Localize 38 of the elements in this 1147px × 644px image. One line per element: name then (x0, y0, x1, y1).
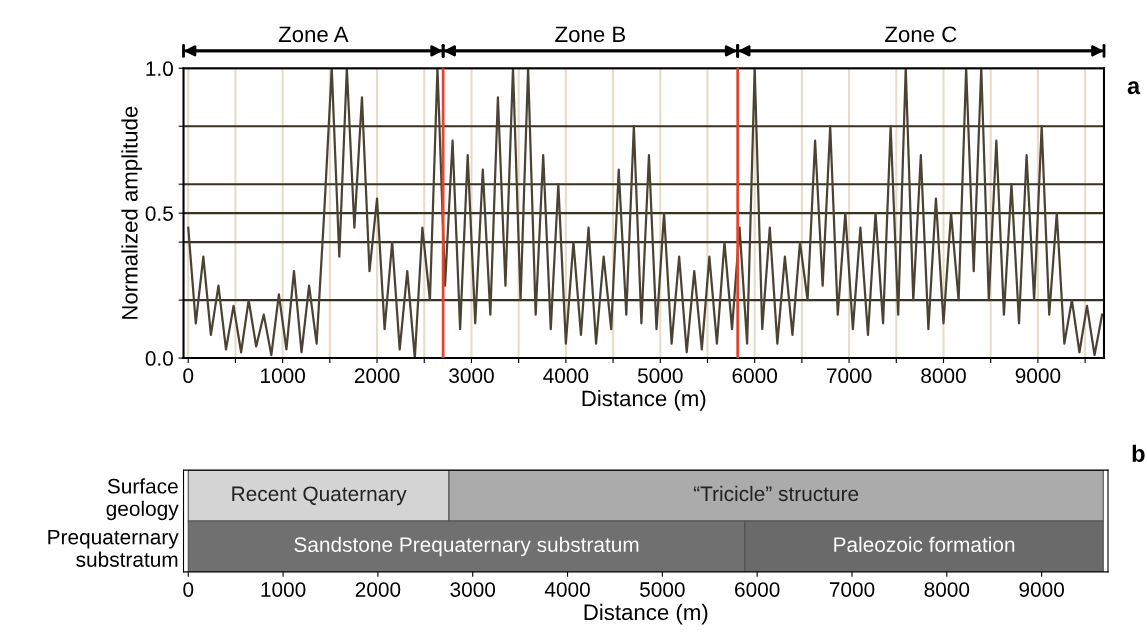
x-tick-label: 0 (183, 582, 194, 597)
series-label: Recent Quaternary (232, 486, 407, 506)
x-tick-label: 5000 (640, 582, 685, 597)
x-tick-label: 6000 (732, 368, 778, 384)
line-series (187, 68, 1104, 359)
x-tick-label: 1000 (261, 582, 306, 597)
y-tick-label: 0.0 (145, 351, 173, 366)
x-tick-label: 8000 (921, 368, 966, 384)
y-tick-label: 0.5 (145, 206, 173, 221)
x-tick-label: 9000 (1019, 582, 1064, 597)
y-tick-label: 1.0 (146, 61, 173, 77)
x-tick-label: 7000 (826, 368, 872, 384)
x-tick-label: 3000 (450, 582, 496, 597)
x-axis-title: Distance (m) (582, 389, 706, 411)
x-tick-label: 9000 (1015, 368, 1061, 384)
y-axis-title: Normalized amplitude (121, 106, 143, 319)
x-tick-label: 4000 (544, 582, 590, 597)
series-label: “Tricicle” structure (693, 485, 859, 502)
text: a (1127, 81, 1141, 95)
text: Zone A (278, 26, 349, 43)
x-tick-label: 3000 (449, 368, 494, 384)
x-tick-label: 5000 (637, 368, 683, 384)
y-tick-label: Prequaternary substratum (48, 529, 179, 567)
x-tick-label: 1000 (261, 368, 306, 384)
x-tick-label: 2000 (355, 582, 401, 597)
series-label: Paleozoic formation (834, 536, 1015, 553)
x-tick-label: 4000 (543, 368, 589, 384)
text: Zone C (885, 26, 957, 43)
text: b (1132, 444, 1145, 463)
x-tick-label: 2000 (354, 368, 400, 384)
x-axis-title: Distance (m) (584, 603, 708, 625)
x-tick-label: 7000 (829, 582, 875, 597)
text: Zone B (555, 26, 626, 43)
x-tick-label: 6000 (735, 582, 780, 597)
x-tick-label: 0 (183, 368, 194, 384)
x-tick-label: 8000 (924, 582, 970, 597)
series-label: Sandstone Prequaternary substratum (294, 536, 639, 557)
y-tick-label: Surface geology (106, 478, 179, 521)
